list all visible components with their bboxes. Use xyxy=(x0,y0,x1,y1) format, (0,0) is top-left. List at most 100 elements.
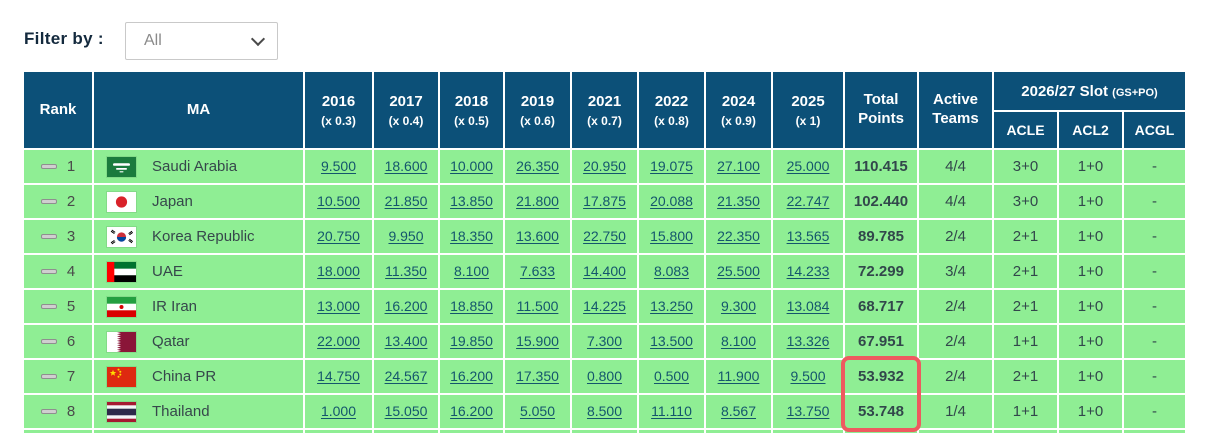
year-points-link[interactable]: 9.950 xyxy=(388,228,424,244)
year-points-link[interactable]: 17.875 xyxy=(583,193,626,209)
year-points-link[interactable]: 15.900 xyxy=(516,333,559,349)
year-points-link[interactable]: 20.950 xyxy=(583,158,626,174)
year-points-link[interactable]: 1.000 xyxy=(320,403,357,419)
year-points-link[interactable]: 13.600 xyxy=(516,228,559,244)
year-points-link[interactable]: 22.747 xyxy=(786,193,830,209)
year-points-link[interactable]: 13.850 xyxy=(450,193,493,209)
year-points-link[interactable]: 8.083 xyxy=(653,263,690,279)
acl2-slot-cell: 1+0 xyxy=(1057,358,1124,395)
year-points-link[interactable]: 13.000 xyxy=(317,298,360,314)
year-points-link[interactable]: 21.850 xyxy=(384,193,428,209)
year-points-cell: 21.800 xyxy=(503,183,572,220)
year-points-link[interactable]: 13.400 xyxy=(384,333,428,349)
acgl-slot-cell: - xyxy=(1121,218,1188,255)
year-points-link[interactable]: 5.050 xyxy=(519,403,556,419)
year-points-link[interactable]: 13.500 xyxy=(650,333,693,349)
year-points-link[interactable]: 22.350 xyxy=(717,228,760,244)
filter-dropdown[interactable]: All xyxy=(125,22,278,60)
year-points-link[interactable]: 16.200 xyxy=(450,403,493,419)
year-points-link[interactable]: 18.350 xyxy=(450,228,493,244)
header-total-points: Total Points xyxy=(843,70,919,150)
year-points-link[interactable]: 9.500 xyxy=(790,368,826,384)
filter-dropdown-value: All xyxy=(144,32,162,49)
ma-cell: China PR xyxy=(92,358,305,395)
year-points-link[interactable]: 11.500 xyxy=(516,298,559,314)
header-year-2017: 2017 (x 0.4) xyxy=(372,70,440,150)
year-points-link[interactable]: 20.088 xyxy=(650,193,693,209)
rank-value: 8 xyxy=(66,403,76,420)
header-active-teams: Active Teams xyxy=(917,70,994,150)
year-points-cell: 14.400 xyxy=(570,253,639,290)
year-points-link[interactable]: 19.075 xyxy=(650,158,693,174)
year-points-link[interactable]: 20.750 xyxy=(317,228,360,244)
year-points-link[interactable]: 13.750 xyxy=(786,403,830,419)
year-points-link[interactable]: 14.750 xyxy=(317,368,360,384)
year-points-link[interactable]: 7.300 xyxy=(586,333,623,349)
year-points-link[interactable]: 8.100 xyxy=(720,333,757,349)
year-points-link[interactable]: 13.326 xyxy=(786,333,830,349)
year-points-link[interactable]: 22.750 xyxy=(583,228,626,244)
active-teams-cell: 2/4 xyxy=(917,218,994,255)
year-points-link[interactable]: 7.633 xyxy=(519,263,556,279)
year-points-cell: 20.750 xyxy=(303,218,374,255)
flag-ir-icon xyxy=(107,296,136,317)
acl2-slot-cell: 1+0 xyxy=(1057,218,1124,255)
year-points-link[interactable]: 25.500 xyxy=(717,263,760,279)
year-points-link[interactable]: 8.500 xyxy=(586,403,623,419)
acl2-slot-cell: 1+0 xyxy=(1057,393,1124,430)
year-points-link[interactable]: 0.800 xyxy=(586,368,623,384)
year-points-link[interactable]: 26.350 xyxy=(516,158,559,174)
country-name: Japan xyxy=(152,193,193,210)
year-points-link[interactable]: 11.110 xyxy=(651,403,692,419)
year-points-link[interactable]: 15.800 xyxy=(650,228,693,244)
year-points-link[interactable]: 8.567 xyxy=(720,403,757,419)
header-slot-group: 2026/27 Slot (GS+PO) xyxy=(991,70,1188,112)
year-points-link[interactable]: 19.850 xyxy=(450,333,493,349)
trend-same-icon xyxy=(40,269,57,274)
year-points-link[interactable]: 9.500 xyxy=(320,158,357,174)
year-points-link[interactable]: 11.900 xyxy=(717,368,760,384)
year-points-link[interactable]: 9.300 xyxy=(720,298,757,314)
year-points-cell: 21.850 xyxy=(372,183,440,220)
rank-cell: 4 xyxy=(22,253,94,290)
year-points-link[interactable]: 0.500 xyxy=(653,368,690,384)
acle-slot-cell: 2+1 xyxy=(992,253,1059,290)
year-points-link[interactable]: 8.100 xyxy=(453,263,490,279)
header-year-2019: 2019 (x 0.6) xyxy=(503,70,572,150)
table-row-partial xyxy=(22,428,1188,433)
active-teams-cell: 4/4 xyxy=(917,148,994,185)
year-points-link[interactable]: 13.250 xyxy=(650,298,693,314)
year-points-link[interactable]: 18.000 xyxy=(317,263,360,279)
year-points-link[interactable]: 10.000 xyxy=(450,158,493,174)
year-points-link[interactable]: 27.100 xyxy=(717,158,760,174)
year-points-link[interactable]: 14.233 xyxy=(786,263,830,279)
year-points-link[interactable]: 16.200 xyxy=(450,368,493,384)
year-points-link[interactable]: 14.225 xyxy=(583,298,626,314)
header-slot-title: 2026/27 Slot xyxy=(1021,82,1108,100)
year-points-cell: 16.200 xyxy=(372,288,440,325)
year-points-link[interactable]: 24.567 xyxy=(384,368,428,384)
rank-cell: 7 xyxy=(22,358,94,395)
year-points-cell: 14.225 xyxy=(570,288,639,325)
year-points-link[interactable]: 13.084 xyxy=(786,298,830,314)
year-points-link[interactable]: 15.050 xyxy=(384,403,428,419)
year-points-link[interactable]: 18.600 xyxy=(384,158,428,174)
year-points-link[interactable]: 17.350 xyxy=(516,368,559,384)
acl2-slot-cell: 1+0 xyxy=(1057,253,1124,290)
year-points-link[interactable]: 10.500 xyxy=(317,193,360,209)
year-points-cell: 13.250 xyxy=(637,288,706,325)
year-points-link[interactable]: 25.000 xyxy=(786,158,830,174)
year-points-link[interactable]: 21.800 xyxy=(516,193,559,209)
year-points-link[interactable]: 11.350 xyxy=(385,263,427,279)
year-points-link[interactable]: 21.350 xyxy=(717,193,760,209)
rank-value: 1 xyxy=(66,158,76,175)
year-points-cell: 13.850 xyxy=(438,183,505,220)
year-points-cell: 22.750 xyxy=(570,218,639,255)
year-points-link[interactable]: 16.200 xyxy=(384,298,428,314)
year-points-link[interactable]: 14.400 xyxy=(583,263,626,279)
year-points-cell: 16.200 xyxy=(438,393,505,430)
year-points-link[interactable]: 18.850 xyxy=(450,298,493,314)
acl2-slot-cell: 1+0 xyxy=(1057,323,1124,360)
year-points-link[interactable]: 22.000 xyxy=(317,333,360,349)
year-points-link[interactable]: 13.565 xyxy=(786,228,830,244)
